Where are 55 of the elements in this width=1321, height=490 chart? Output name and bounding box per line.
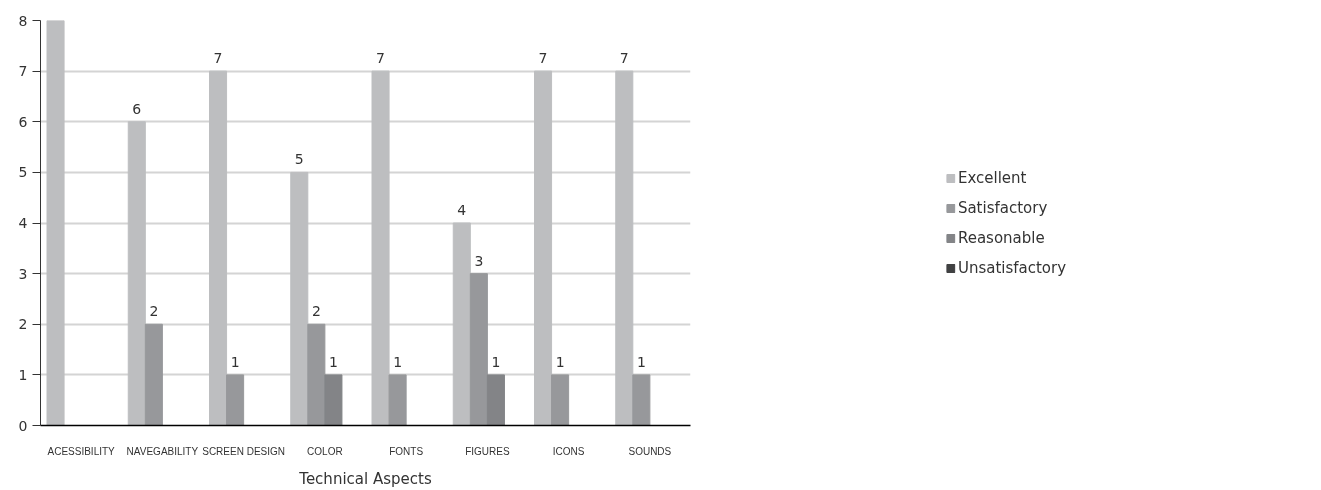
- x-tick-label: ACESSIBILITY: [47, 445, 116, 457]
- data-label: 2: [311, 303, 321, 320]
- y-tick-label: 1: [18, 366, 28, 383]
- legend-label: Reasonable: [957, 228, 1045, 247]
- data-label: 7: [376, 50, 385, 67]
- y-tick-label: 7: [18, 63, 28, 80]
- data-label: 3: [474, 252, 484, 269]
- x-tick-label: FONTS: [389, 445, 424, 457]
- bar: [388, 374, 407, 426]
- bar: [324, 374, 343, 426]
- data-label: 7: [538, 50, 548, 67]
- bar: [632, 374, 651, 426]
- bar: [46, 20, 65, 426]
- y-tick-label: 4: [18, 215, 28, 231]
- data-label: 5: [294, 151, 304, 168]
- bar: [307, 323, 326, 426]
- x-tick-label: FIGURES: [465, 445, 510, 457]
- legend-label: Unsatisfactory: [957, 258, 1067, 277]
- data-label: 7: [213, 50, 223, 67]
- y-tick-label: 3: [18, 265, 28, 282]
- bar: [371, 70, 390, 426]
- data-label: 1: [636, 353, 646, 370]
- x-tick-label: SOUNDS: [628, 445, 672, 457]
- bar: [209, 70, 228, 426]
- x-tick-label: ICONS: [552, 445, 585, 457]
- data-label: 1: [491, 353, 501, 370]
- data-label: 1: [393, 353, 403, 370]
- y-tick-label: 5: [18, 164, 28, 181]
- data-label: 1: [328, 353, 338, 370]
- bar: [486, 374, 505, 426]
- data-label: 6: [132, 100, 142, 117]
- x-tick-label: NAVEGABILITY: [126, 445, 199, 457]
- y-tick-label: 2: [18, 316, 28, 333]
- bar: [226, 374, 245, 426]
- data-label: 1: [230, 353, 240, 370]
- bar: [534, 70, 553, 426]
- bar: [615, 70, 634, 426]
- legend-label: Excellent: [957, 168, 1027, 187]
- x-axis-title: Technical Aspects: [298, 469, 432, 488]
- data-label: 2: [149, 303, 159, 320]
- bar: [551, 374, 570, 426]
- bar: [452, 222, 471, 426]
- data-label: 4: [457, 202, 467, 218]
- y-tick-label: 6: [18, 113, 28, 130]
- y-tick-label: 0: [18, 417, 28, 434]
- x-tick-label: COLOR: [307, 445, 343, 457]
- bar: [127, 121, 146, 426]
- bar: [290, 171, 309, 426]
- bar: [469, 273, 488, 426]
- bar: [144, 323, 163, 426]
- data-label: 1: [555, 353, 565, 370]
- legend-label: Satisfactory: [957, 198, 1048, 217]
- data-label: 7: [619, 50, 629, 67]
- y-tick-label: 8: [18, 12, 28, 29]
- x-tick-label: SCREEN DESIGN: [202, 445, 286, 457]
